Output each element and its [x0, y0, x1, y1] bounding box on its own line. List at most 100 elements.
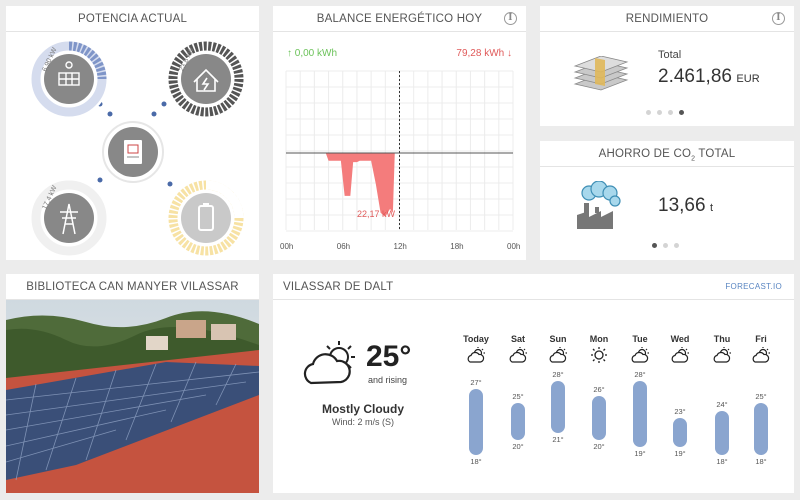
site-photo-title: BIBLIOTECA CAN MANYER VILASSAR — [6, 274, 259, 300]
forecast-low: 18° — [755, 456, 767, 466]
pager-dot-active[interactable] — [679, 110, 684, 115]
forecast-high: 27° — [470, 377, 482, 387]
site-photo-card: BIBLIOTECA CAN MANYER VILASSAR — [6, 274, 259, 493]
temperature-trend: and rising — [368, 375, 408, 385]
balance-chart: 22,17 kW — [285, 70, 514, 232]
forecast-high: 25° — [755, 392, 767, 402]
money-stack-icon — [573, 56, 629, 91]
temperature-range-bar — [551, 381, 565, 433]
battery-node[interactable] — [166, 178, 246, 258]
forecast-day: Thu — [707, 334, 737, 369]
peak-label: 22,17 kW — [357, 209, 396, 219]
forecast-day-name: Thu — [713, 334, 731, 344]
x-tick-label: 00h — [507, 242, 521, 251]
forecast-link[interactable]: FORECAST.IO — [725, 282, 782, 291]
balance-card-title: BALANCE ENERGÉTICO HOY i — [273, 6, 526, 32]
pager-dot[interactable] — [663, 243, 668, 248]
pager-dot[interactable] — [646, 110, 651, 115]
forecast-day: Mon — [584, 334, 614, 369]
co2-pager — [652, 243, 679, 248]
balance-card: BALANCE ENERGÉTICO HOY i ↑ 0,00 kWh 79,2… — [273, 6, 526, 260]
home-node[interactable]: 23,8 kW — [166, 39, 246, 119]
co2-card-title: AHORRO DE CO2 TOTAL — [540, 141, 794, 167]
inverter-node[interactable] — [97, 116, 169, 188]
forecast-high: 28° — [634, 370, 646, 380]
rendimiento-pager — [646, 110, 684, 115]
pager-dot[interactable] — [668, 110, 673, 115]
weather-card: VILASSAR DE DALT FORECAST.IO 25° and ris… — [273, 274, 794, 493]
co2-title-sub: 2 — [691, 155, 696, 163]
rendimiento-unit: EUR — [736, 73, 760, 85]
forecast-day: Sat — [503, 334, 533, 369]
info-icon[interactable]: i — [772, 12, 785, 25]
inverter-icon — [124, 140, 142, 164]
x-tick-label: 00h — [280, 242, 294, 251]
solar-roof-photo[interactable] — [6, 300, 259, 493]
rendimiento-title-text: RENDIMIENTO — [625, 13, 709, 25]
co2-title-end: TOTAL — [695, 148, 736, 160]
power-tower-icon — [60, 203, 78, 235]
import-area — [286, 153, 395, 217]
forecast-low: 20° — [593, 442, 605, 451]
x-tick-label: 18h — [450, 242, 464, 251]
pager-dot-active[interactable] — [652, 243, 657, 248]
solar-node[interactable]: 6,90 kW — [29, 39, 109, 119]
info-icon[interactable]: i — [504, 12, 517, 25]
forecast-day: Tue — [625, 334, 655, 369]
factory-cloud-icon — [577, 181, 621, 229]
co2-amount: 13,66 t — [658, 195, 713, 217]
forecast-day: Wed — [665, 334, 695, 369]
import-legend: 79,28 kWh ↓ — [456, 48, 512, 59]
rendimiento-card-title: RENDIMIENTO i — [540, 6, 794, 32]
export-legend: ↑ 0,00 kWh — [287, 48, 338, 59]
forecast-day-name: Tue — [632, 334, 648, 344]
forecast-low: 19° — [674, 449, 686, 459]
co2-unit: t — [710, 202, 714, 214]
temperature-range-bar — [511, 403, 525, 440]
partly-cloudy-icon — [752, 347, 770, 363]
solar-panel-icon — [58, 61, 80, 86]
grid-node[interactable]: 17,4 kW — [29, 178, 109, 258]
forecast-day-name: Wed — [670, 334, 690, 344]
temperature-range-bar — [673, 418, 687, 448]
rendimiento-value: 2.461,86 — [658, 66, 732, 87]
weather-location: VILASSAR DE DALT — [283, 281, 394, 293]
forecast-day: Fri — [746, 334, 776, 369]
power-card-title: POTENCIA ACTUAL — [6, 6, 259, 32]
partly-cloudy-icon — [303, 341, 355, 385]
balance-title-text: BALANCE ENERGÉTICO HOY — [316, 13, 483, 25]
sun-icon — [591, 347, 607, 363]
forecast-high: 24° — [716, 399, 728, 409]
co2-value: 13,66 — [658, 195, 706, 216]
forecast-high: 28° — [552, 370, 564, 380]
partly-cloudy-icon — [467, 347, 485, 363]
wind-info: Wind: 2 m/s (S) — [331, 417, 394, 427]
chart-area — [286, 153, 395, 217]
partly-cloudy-icon — [671, 347, 689, 363]
battery-icon — [198, 203, 214, 231]
forecast-day-name: Today — [463, 334, 489, 344]
partly-cloudy-icon — [509, 347, 527, 363]
weather-summary: Mostly Cloudy — [321, 402, 404, 416]
forecast-day-name: Fri — [755, 334, 767, 344]
forecast-low: 18° — [716, 456, 728, 466]
forecast-high: 26° — [593, 385, 605, 394]
partly-cloudy-icon — [631, 347, 649, 363]
weather-card-title: VILASSAR DE DALT FORECAST.IO — [273, 274, 794, 300]
forecast-day-name: Mon — [589, 334, 609, 344]
temperature-range-bar — [754, 403, 768, 455]
forecast-day-name: Sat — [510, 334, 525, 344]
co2-title-main: AHORRO DE CO — [598, 148, 692, 160]
rendimiento-label: Total — [658, 49, 682, 61]
pager-dot[interactable] — [674, 243, 679, 248]
co2-card: AHORRO DE CO2 TOTAL 13,66 t — [540, 141, 794, 260]
temperature-range-bar — [715, 410, 729, 455]
temperature-range-bar — [469, 388, 483, 455]
forecast-low: 21° — [552, 434, 564, 444]
power-card: POTENCIA ACTUAL 6,90 kW — [6, 6, 259, 260]
forecast-high: 23° — [674, 407, 686, 416]
home-icon — [193, 68, 219, 92]
pager-dot[interactable] — [657, 110, 662, 115]
rendimiento-card: RENDIMIENTO i Total 2.461,86 EUR — [540, 6, 794, 126]
rendimiento-amount: 2.461,86 EUR — [658, 66, 760, 88]
